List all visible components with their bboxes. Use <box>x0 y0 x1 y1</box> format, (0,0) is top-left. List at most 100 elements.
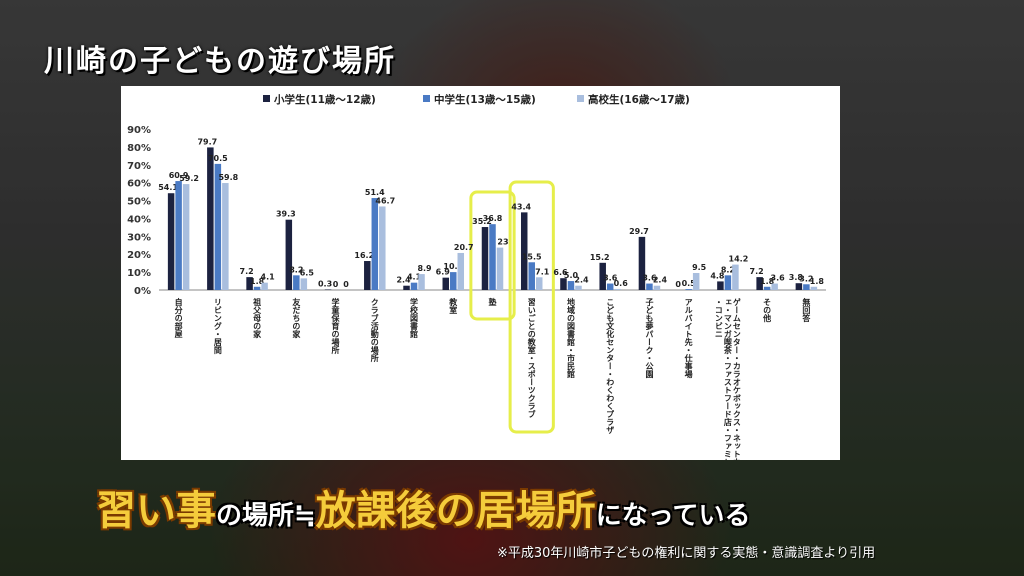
highlight-box <box>508 180 555 434</box>
data-label: 3.6 <box>771 274 786 283</box>
data-label: 2.4 <box>396 276 411 285</box>
bar <box>293 275 300 290</box>
highlight-box <box>469 190 516 321</box>
data-label: 79.7 <box>197 137 217 146</box>
x-tick-label: 教室 <box>448 297 458 315</box>
conclusion-text: 習い事の場所≒放課後の居場所になっている <box>96 478 751 536</box>
x-tick-label: 習いごとの教室・スポーツクラブ <box>526 298 536 418</box>
bar <box>653 285 661 290</box>
data-label: 5.0 <box>564 271 579 280</box>
data-label: 7.1 <box>535 267 550 276</box>
y-tick-label: 80% <box>127 143 151 154</box>
y-tick-label: 40% <box>127 214 151 225</box>
legend-entry: 中学生(13歳～15歳) <box>434 93 536 106</box>
x-tick-label: ゲームセンター・カラオケボックス・ネットカフ <box>732 297 741 460</box>
data-label: 3.6 <box>642 274 657 283</box>
y-tick-label: 60% <box>127 179 151 190</box>
bar <box>489 224 496 290</box>
data-label: 6.6 <box>553 268 568 277</box>
data-label: 14.2 <box>729 255 749 264</box>
data-label: 35.2 <box>472 217 492 226</box>
bar <box>795 283 803 290</box>
slide-title: 川崎の子どもの遊び場所 <box>44 44 396 79</box>
data-label: 39.3 <box>276 210 296 219</box>
bar <box>418 274 425 290</box>
data-label: 3.6 <box>603 274 618 283</box>
bar <box>481 227 489 290</box>
conclusion-highlight-afterschool: 放課後の居場所 <box>315 488 596 534</box>
y-tick-label: 20% <box>127 250 151 261</box>
bar <box>214 163 222 290</box>
bar <box>457 252 465 290</box>
bar <box>810 286 818 290</box>
data-label: 54.1 <box>158 183 178 192</box>
data-label: 6.5 <box>300 268 315 277</box>
data-label: 7.2 <box>750 267 764 276</box>
bar <box>167 193 175 290</box>
x-tick-label: 祖父母の家 <box>252 297 262 339</box>
data-label: 8.2 <box>289 265 303 274</box>
bar <box>442 277 450 290</box>
data-label: 4.8 <box>710 271 725 280</box>
bar <box>732 264 739 290</box>
x-tick-label: 学校図書館 <box>409 297 419 339</box>
bar <box>717 281 724 290</box>
x-tick-label: ・コンビニ <box>714 298 723 338</box>
bar <box>324 289 332 290</box>
data-label: 59.2 <box>179 174 199 183</box>
data-label: 43.4 <box>511 202 531 211</box>
data-label: 20.7 <box>454 243 474 252</box>
bar <box>575 285 582 290</box>
legend-entry: 高校生(16歳～17歳) <box>588 93 690 106</box>
bar <box>410 282 418 290</box>
bar <box>560 278 567 290</box>
bar <box>638 236 646 290</box>
data-label: 29.7 <box>629 227 649 236</box>
bar <box>567 281 575 290</box>
x-tick-label: ェ・マンガ喫茶・ファストフード店・ファミレス <box>722 298 732 460</box>
x-tick-label: 自分の部屋 <box>174 297 183 339</box>
bar <box>606 283 614 290</box>
data-label: 4.1 <box>261 273 276 282</box>
bar <box>300 278 308 290</box>
data-label: 4.1 <box>407 273 422 282</box>
legend-swatch <box>263 95 270 102</box>
legend-swatch <box>423 95 430 102</box>
data-label: 0.5 <box>682 279 697 288</box>
x-tick-label: その他 <box>763 298 772 323</box>
data-label: 8.9 <box>417 264 432 273</box>
data-label: 10.0 <box>443 262 463 271</box>
bar <box>520 212 528 290</box>
data-label: 9.5 <box>692 263 707 272</box>
bar <box>285 219 293 290</box>
data-label: 16.2 <box>354 251 374 260</box>
data-label: 0.6 <box>614 279 629 288</box>
data-label: 8.2 <box>721 265 735 274</box>
bar <box>450 272 457 290</box>
source-note: ※平成30年川崎市子どもの権利に関する実態・意識調査より引用 <box>497 546 876 561</box>
data-label: 23 <box>497 238 508 247</box>
data-label: 6.9 <box>436 268 451 277</box>
bar <box>599 262 606 290</box>
bar <box>528 262 535 290</box>
data-label: 59.8 <box>218 173 238 182</box>
x-tick-label: リビング・居間 <box>213 298 222 355</box>
data-label: 0 <box>675 280 681 289</box>
bar <box>724 275 732 290</box>
legend-entry: 小学生(11歳～12歳) <box>273 93 376 106</box>
bar <box>685 289 692 290</box>
x-tick-label: 塾 <box>488 297 497 307</box>
bar <box>771 283 778 290</box>
data-label: 15.5 <box>522 252 542 261</box>
y-tick-label: 70% <box>127 161 151 172</box>
bar <box>763 286 771 290</box>
bar <box>379 206 386 290</box>
y-tick-label: 90% <box>127 125 151 136</box>
bar <box>403 285 410 290</box>
y-tick-label: 10% <box>127 268 151 279</box>
bar <box>535 277 543 290</box>
data-label: 51.4 <box>365 188 385 197</box>
data-label: 36.8 <box>483 214 503 223</box>
data-label: 2.4 <box>653 276 668 285</box>
y-tick-label: 30% <box>127 232 151 243</box>
